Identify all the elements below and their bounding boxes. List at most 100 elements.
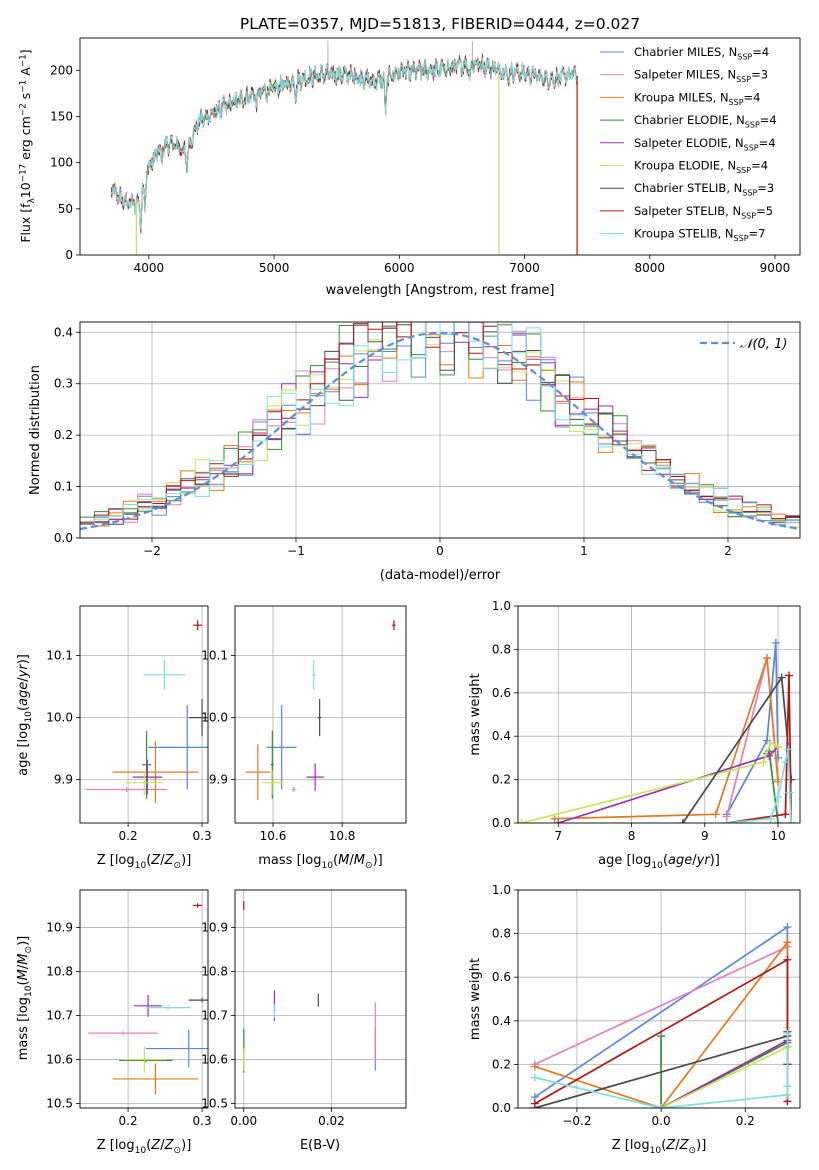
weight-marker-salpeter_stelib	[783, 955, 792, 964]
gaussian-curve	[80, 331, 800, 531]
y-tick-label: 0.6	[492, 686, 511, 700]
y-tick-label: 10.8	[201, 964, 228, 978]
axes-frame	[234, 889, 407, 1109]
y-tick-label: 100	[50, 156, 73, 170]
x-tick-label: 0	[436, 544, 444, 558]
x-tick-label: 0.3	[193, 1114, 212, 1128]
x-axis-label: Z [log10(Z/Z⊙)]	[612, 1138, 707, 1156]
weight-marker-kroupa_elodie	[766, 738, 775, 747]
y-tick-label: 0.1	[54, 480, 73, 494]
axes-frame	[79, 889, 209, 1109]
axes-frame	[517, 605, 801, 824]
weight-marker-kroupa_stelib	[787, 819, 796, 823]
y-tick-label: 0.0	[54, 531, 73, 545]
x-tick-label: 10.6	[260, 829, 287, 843]
legend-label: Kroupa STELIB, NSSP=7	[634, 227, 765, 243]
x-tick-label: 8	[628, 829, 636, 843]
weight-marker-kroupa_elodie	[774, 743, 783, 752]
weight-line-kroupa_elodie	[521, 741, 779, 823]
weight-marker-kroupa_miles	[783, 938, 792, 947]
y-tick-label: 0.4	[492, 729, 511, 743]
x-tick-label: 0.2	[119, 1114, 138, 1128]
weight-marker-kroupa_miles	[550, 814, 559, 823]
x-tick-label: 0.02	[318, 1114, 345, 1128]
axes-weight_vs_age: 7 8 9 10 0.0 0.2 0.4 0.6 0.8 1.0 age [log10(age/yr…	[468, 599, 801, 871]
axes-frame	[79, 37, 801, 256]
weight-marker-kroupa_stelib	[781, 758, 790, 767]
legend-label: Chabrier MILES, NSSP=4	[634, 45, 769, 61]
y-tick-label: 50	[58, 202, 73, 216]
y-tick-label: 10.9	[201, 920, 228, 934]
y-tick-label: 0.4	[54, 325, 73, 339]
legend-label: Salpeter MILES, NSSP=3	[634, 68, 768, 84]
weight-marker-kroupa_miles	[711, 810, 720, 819]
y-tick-label: 0.2	[54, 428, 73, 442]
y-tick-label: 0.0	[492, 816, 511, 830]
x-axis-label: E(B-V)	[300, 1138, 340, 1153]
x-tick-label: 4000	[134, 261, 165, 275]
y-axis-label: mass weight	[468, 673, 483, 755]
weight-marker-salpeter_elodie	[554, 819, 563, 823]
x-tick-label: 6000	[384, 261, 415, 275]
weight-marker-chabrier_stelib	[777, 673, 786, 682]
legend-label: Salpeter ELODIE, NSSP=4	[634, 136, 776, 152]
legend-label: Kroupa ELODIE, NSSP=4	[634, 159, 768, 175]
y-axis-label: mass weight	[468, 958, 483, 1040]
y-tick-label: 10.9	[46, 920, 73, 934]
x-axis-label: wavelength [Angstrom, rest frame]	[326, 283, 555, 298]
weight-marker-chabrier_elodie	[774, 819, 783, 823]
y-tick-label: 1.0	[492, 599, 511, 613]
legend-label: Salpeter STELIB, NSSP=5	[634, 204, 773, 220]
x-tick-label: 7000	[509, 261, 540, 275]
x-axis-label: (data-model)/error	[380, 568, 501, 583]
y-tick-label: 10.7	[201, 1009, 228, 1023]
y-tick-label: 10.6	[201, 1053, 228, 1067]
x-tick-label: −2	[143, 544, 161, 558]
y-tick-label: 0.6	[492, 970, 511, 984]
weight-marker-salpeter_stelib	[530, 1099, 539, 1108]
y-tick-label: 0.0	[492, 1101, 511, 1115]
weight-marker-kroupa_stelib	[657, 1104, 666, 1108]
axes-frame	[79, 605, 209, 824]
weight-marker-kroupa_stelib	[783, 1082, 792, 1091]
x-axis-label: mass [log10(M/M⊙)]	[258, 853, 382, 871]
axes-frame	[234, 605, 407, 824]
y-tick-label: 10.1	[46, 649, 73, 663]
axes-frame	[517, 889, 801, 1109]
axes-age_vs_Z: 0.2 0.3 9.9 10.0 10.1 Z [log10(Z/Z⊙)] age [log…	[16, 605, 212, 871]
y-tick-label: 0.2	[492, 773, 511, 787]
x-axis-label: age [log10(age/yr)]	[598, 853, 720, 871]
axes-spectrum: 4000 5000 6000 7000 8000 9000 0 50 100 150 200 wave…	[18, 37, 801, 298]
plot-area-age_vs_mass	[235, 606, 406, 823]
plot-area-mass_vs_ebv	[235, 890, 406, 1108]
plot-area-spectrum	[110, 40, 578, 255]
x-axis-label: Z [log10(Z/Z⊙)]	[97, 853, 192, 871]
axes-residuals: −2 −1 0 1 2 0.0 0.1 0.2 0.3 0.4 𝒩(0, 1) (data-model…	[28, 321, 801, 583]
y-tick-label: 0.3	[54, 377, 73, 391]
y-axis-label: mass [log10(M/M⊙)]	[16, 936, 34, 1060]
plot-area-mass_vs_Z	[80, 890, 208, 1108]
y-tick-label: 0.2	[492, 1057, 511, 1071]
x-tick-label: 7	[554, 829, 562, 843]
x-tick-label: 0.00	[230, 1114, 257, 1128]
x-tick-label: −0.2	[562, 1114, 591, 1128]
x-tick-label: 0.3	[193, 829, 212, 843]
weight-marker-chabrier_elodie	[657, 1032, 666, 1041]
plot-area-weight_vs_Z	[518, 890, 800, 1108]
x-tick-label: 2	[724, 544, 732, 558]
y-tick-label: 1.0	[492, 883, 511, 897]
y-tick-label: 0.8	[492, 642, 511, 656]
y-tick-label: 10.5	[201, 1097, 228, 1111]
y-tick-label: 10.0	[46, 711, 73, 725]
x-tick-label: 9000	[760, 261, 791, 275]
x-tick-label: 10	[770, 829, 785, 843]
weight-marker-kroupa_elodie	[759, 758, 768, 767]
x-tick-label: −1	[287, 544, 305, 558]
weight-marker-kroupa_stelib	[783, 1029, 792, 1038]
y-tick-label: 10.8	[46, 964, 73, 978]
weight-line-chabrier_elodie	[660, 1036, 788, 1108]
weight-marker-chabrier_miles	[783, 923, 792, 932]
legend-label: Kroupa MILES, NSSP=4	[634, 90, 760, 106]
x-tick-label: 0.2	[736, 1114, 755, 1128]
weight-marker-kroupa_miles	[763, 654, 772, 663]
